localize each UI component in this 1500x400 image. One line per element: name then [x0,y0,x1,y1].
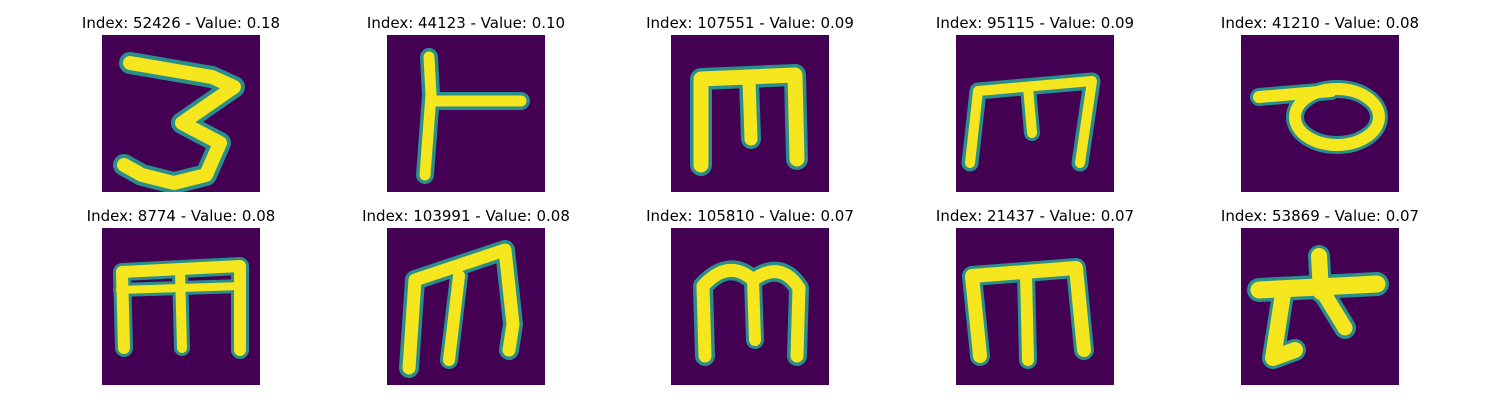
glyph-image [387,35,545,192]
panel-title: Index: 95115 - Value: 0.09 [935,14,1135,32]
panel-title: Index: 8774 - Value: 0.08 [86,207,276,225]
glyph-image [387,228,545,385]
panel-title: Index: 107551 - Value: 0.09 [646,14,854,32]
glyph-image [1241,228,1399,385]
panel-2: Index: 44123 - Value: 0.10 [367,14,565,192]
glyph-image [102,228,260,385]
glyph-image [956,228,1114,385]
glyph-image [102,35,260,192]
panel-title: Index: 103991 - Value: 0.08 [362,207,570,225]
panel-7: Index: 103991 - Value: 0.08 [362,207,570,385]
panel-5: Index: 41210 - Value: 0.08 [1221,14,1419,192]
panel-1: Index: 52426 - Value: 0.18 [82,14,280,192]
panel-9: Index: 21437 - Value: 0.07 [936,207,1134,385]
panel-4: Index: 95115 - Value: 0.09 [936,14,1134,192]
glyph-image [671,228,829,385]
glyph-image [956,35,1114,192]
panel-10: Index: 53869 - Value: 0.07 [1221,207,1419,385]
panel-title: Index: 21437 - Value: 0.07 [935,207,1135,225]
panel-title: Index: 53869 - Value: 0.07 [1220,207,1420,225]
panel-title: Index: 41210 - Value: 0.08 [1220,14,1420,32]
panel-title: Index: 52426 - Value: 0.18 [81,14,281,32]
glyph-image [1241,35,1399,192]
panel-title: Index: 44123 - Value: 0.10 [366,14,566,32]
panel-3: Index: 107551 - Value: 0.09 [646,14,854,192]
panel-8: Index: 105810 - Value: 0.07 [646,207,854,385]
panel-6: Index: 8774 - Value: 0.08 [87,207,275,385]
panel-title: Index: 105810 - Value: 0.07 [646,207,854,225]
glyph-image [671,35,829,192]
